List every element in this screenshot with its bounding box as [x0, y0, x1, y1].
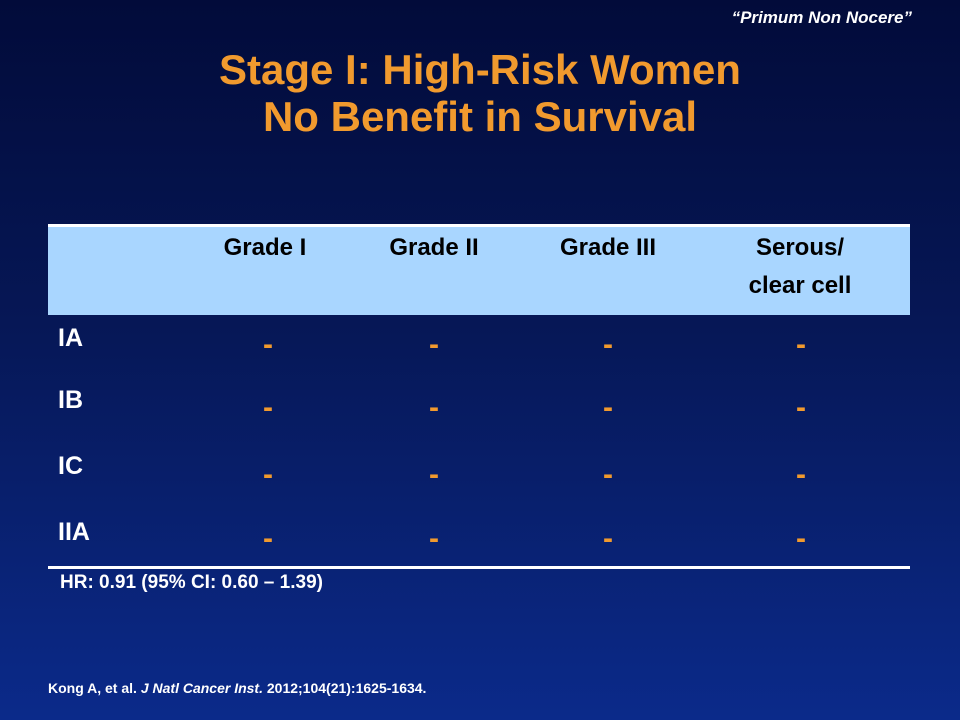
row-label-ib: IB — [58, 386, 83, 414]
table-cell: - — [603, 391, 613, 424]
citation-authors: Kong A, et al. — [48, 680, 137, 696]
citation-details: 2012;104(21):1625-1634. — [266, 680, 427, 696]
table-cell: - — [263, 458, 273, 491]
table-cell: - — [263, 328, 273, 361]
table-cell: - — [603, 458, 613, 491]
tagline: “Primum Non Nocere” — [731, 8, 912, 27]
table-cell: - — [796, 391, 806, 424]
table-cell: - — [429, 458, 439, 491]
column-header-serous-line-2: clear cell — [748, 272, 852, 299]
table-cell: - — [429, 522, 439, 555]
row-label-ia: IA — [58, 324, 83, 352]
column-header-serous: Serous/ clear cell — [720, 229, 880, 305]
table-bottom-rule — [48, 566, 910, 569]
table-cell: - — [263, 522, 273, 555]
table-cell: - — [796, 522, 806, 555]
table-cell: - — [429, 328, 439, 361]
citation-journal: J Natl Cancer Inst. — [140, 680, 263, 696]
column-header-serous-line-1: Serous/ — [755, 234, 845, 261]
citation: Kong A, et al. J Natl Cancer Inst. 2012;… — [48, 680, 426, 696]
title-line-2: No Benefit in Survival — [262, 93, 698, 140]
table-cell: - — [603, 522, 613, 555]
title-line-1: Stage I: High-Risk Women — [219, 46, 741, 93]
column-header-grade-ii: Grade II — [389, 234, 479, 261]
row-label-iia: IIA — [58, 518, 90, 546]
table-cell: - — [796, 458, 806, 491]
table-cell: - — [429, 391, 439, 424]
column-header-grade-iii: Grade III — [559, 234, 657, 261]
hazard-ratio-note: HR: 0.91 (95% CI: 0.60 – 1.39) — [60, 572, 323, 593]
column-header-grade-i: Grade I — [223, 234, 307, 261]
slide-title: Stage I: High-Risk Women No Benefit in S… — [0, 46, 960, 140]
table-cell: - — [796, 328, 806, 361]
table-cell: - — [603, 328, 613, 361]
row-label-ic: IC — [58, 452, 83, 480]
table-header-band — [48, 224, 910, 315]
table-cell: - — [263, 391, 273, 424]
